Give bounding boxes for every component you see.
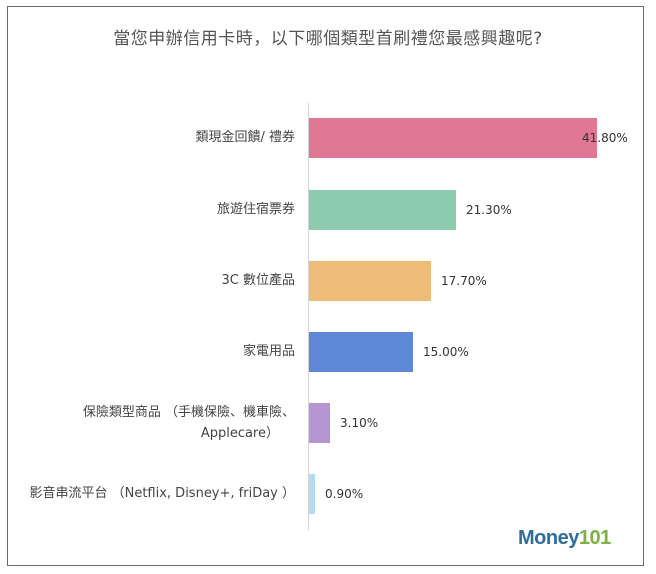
category-label-line: 家電用品: [242, 344, 295, 359]
value-label: 17.70%: [441, 274, 487, 288]
category-label: 家電用品: [243, 341, 295, 362]
value-label: 41.80%: [582, 131, 628, 145]
category-label: 保險類型商品 （手機保險、機車險、 Applecare）: [83, 402, 295, 444]
chart-title: 當您申辦信用卡時，以下哪個類型首刷禮您最感興趣呢?: [113, 29, 543, 49]
category-label-line: 影音串流平台 （Netflix, Disney+, friDay ）: [29, 486, 295, 501]
value-label: 21.30%: [466, 203, 512, 217]
value-label: 0.90%: [325, 487, 364, 501]
category-label: 3C 數位產品: [222, 270, 295, 291]
bar: [309, 403, 330, 443]
bar: [309, 190, 456, 230]
value-label: 3.10%: [340, 416, 379, 430]
bar: [309, 261, 431, 301]
money101-logo: Money101: [518, 527, 611, 550]
category-label-line: 保險類型商品 （手機保險、機車險、: [82, 405, 295, 420]
category-label-line: 3C 數位產品: [221, 273, 295, 288]
logo-text-money: Money: [518, 527, 579, 549]
y-axis-line: [308, 103, 309, 530]
bar: [309, 118, 597, 158]
bar: [309, 332, 413, 372]
value-label: 15.00%: [423, 345, 469, 359]
logo-text-101: 101: [578, 527, 611, 549]
category-label-line: 類現金回饋/ 禮券: [195, 130, 295, 145]
category-label: 旅遊住宿票券: [217, 199, 295, 220]
category-label-line: 旅遊住宿票券: [216, 202, 295, 217]
category-label: 類現金回饋/ 禮券: [195, 127, 295, 148]
category-label-line: Applecare）: [200, 426, 279, 441]
bar: [309, 474, 315, 514]
category-label: 影音串流平台 （Netflix, Disney+, friDay ）: [29, 483, 295, 504]
